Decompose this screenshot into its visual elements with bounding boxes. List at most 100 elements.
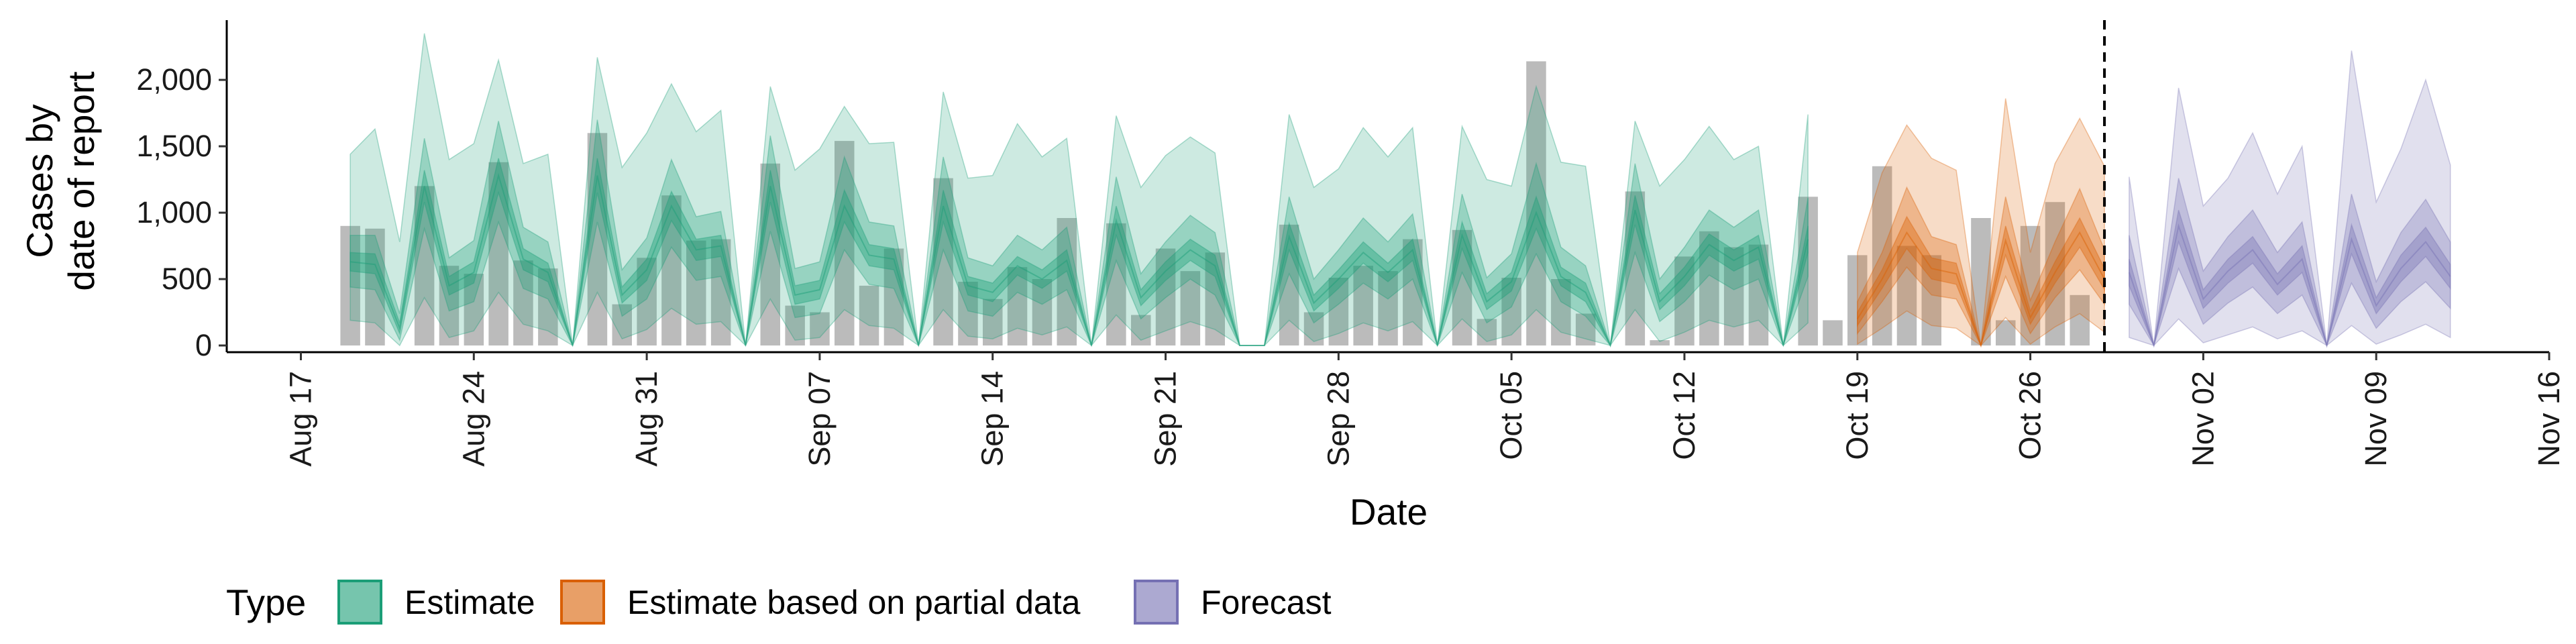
ribbon-20-estimate [350, 158, 1809, 347]
observed-bar [1971, 218, 1991, 345]
observed-bar [785, 305, 805, 345]
observed-bar [587, 133, 608, 346]
ribbon-90-forecast [2129, 50, 2451, 346]
y-axis-title: Cases by date of report [19, 71, 102, 290]
observed-bar [1106, 223, 1126, 345]
observed-bar [1674, 256, 1695, 345]
observed-bar [686, 240, 706, 345]
observed-bar [513, 260, 533, 345]
observed-bar [1872, 166, 1892, 346]
legend-key-forecast [1134, 580, 1179, 625]
observed-bar [1748, 244, 1769, 345]
median-line-estimate [350, 172, 1809, 348]
observed-bar [1921, 255, 1941, 345]
observed-bar [1798, 197, 1818, 345]
legend-key-partial [560, 580, 605, 625]
observed-bar [414, 186, 435, 345]
observed-bar [538, 268, 558, 345]
observed-bar [1353, 266, 1373, 345]
observed-bar [760, 163, 780, 346]
median-line-partial [1856, 231, 2105, 348]
observed-bar [1699, 231, 1719, 345]
observed-bar [1551, 279, 1571, 345]
observed-bar [1996, 320, 2016, 345]
observed-bar [2045, 202, 2065, 345]
observed-bar [1007, 267, 1028, 345]
observed-bar [1847, 255, 1868, 345]
median-line-forecast [2128, 223, 2451, 348]
x-tick-label: Oct 12 [1667, 371, 1701, 460]
y-tick-label: 2,000 [136, 62, 212, 97]
observed-bar [1303, 312, 1324, 345]
ribbon-20-partial [1857, 215, 2105, 347]
y-tick-label: 0 [195, 328, 212, 362]
observed-bar [488, 162, 508, 346]
axes: 0 500 1,000 1,500 2,000 Aug 17 Aug 24 Aug 31 Sep… [136, 20, 2566, 467]
observed-bar [612, 304, 632, 345]
observed-bar [810, 312, 830, 345]
observed-bar [883, 248, 904, 345]
legend-key-estimate [337, 580, 382, 625]
observed-bar [1131, 315, 1151, 345]
ribbon-90-estimate [350, 33, 1809, 347]
observed-bar [1279, 224, 1299, 345]
observed-bar [1403, 239, 1423, 345]
observed-bar [1625, 191, 1646, 345]
x-tick-label: Nov 16 [2532, 371, 2566, 467]
observed-bar [933, 178, 953, 345]
observed-bar [1650, 340, 1670, 345]
y-axis-title-line-1: Cases by [19, 104, 60, 258]
x-tick-label: Nov 02 [2186, 371, 2220, 467]
observed-bar [1477, 319, 1497, 345]
y-axis-title-line-2: date of report [60, 71, 102, 290]
observed-bar [983, 299, 1003, 345]
observed-bar [1526, 61, 1546, 346]
observed-bar [1823, 320, 1843, 345]
x-axis-title: Date [1350, 491, 1428, 533]
ribbon-50-partial [1857, 186, 2105, 347]
y-tick-label: 1,500 [136, 129, 212, 163]
x-tick-label: Nov 09 [2359, 371, 2393, 467]
x-tick-label: Sep 28 [1321, 371, 1355, 467]
legend-label-estimate: Estimate [405, 584, 535, 621]
observed-bar [439, 266, 460, 345]
x-tick-label: Aug 31 [629, 371, 663, 467]
x-tick-label: Oct 26 [2013, 371, 2047, 460]
observed-bar [464, 274, 484, 345]
observed-bar [365, 228, 385, 345]
x-tick-label: Aug 17 [284, 371, 318, 467]
legend-label-forecast: Forecast [1201, 584, 1332, 621]
observed-bar [1032, 279, 1053, 345]
observed-bar [1501, 278, 1521, 345]
legend-title: Type [226, 582, 306, 623]
observed-bar [637, 258, 657, 345]
x-tick-label: Oct 05 [1494, 371, 1528, 460]
observed-bar [1205, 252, 1225, 345]
legend-label-partial: Estimate based on partial data [627, 584, 1081, 621]
observed-bar [958, 282, 978, 345]
ribbon-50-forecast [2129, 178, 2451, 347]
x-tick-label: Aug 24 [456, 371, 490, 467]
y-tick-label: 1,000 [136, 195, 212, 229]
observed-bar [2020, 225, 2041, 345]
y-tick-label: 500 [162, 262, 212, 296]
x-tick-label: Sep 14 [975, 371, 1010, 467]
observed-bar [859, 285, 879, 345]
observed-bar [1378, 271, 1398, 345]
observed-bar [710, 239, 731, 345]
observed-bar [2070, 294, 2090, 345]
observed-bar [1328, 278, 1349, 345]
x-tick-label: Sep 21 [1148, 371, 1183, 467]
observed-bar [340, 225, 360, 345]
x-tick-label: Oct 19 [1840, 371, 1874, 460]
observed-bar [1155, 248, 1176, 345]
observed-bar [1723, 247, 1744, 345]
x-tick-label: Sep 07 [802, 371, 837, 467]
legend: Type Estimate Estimate based on partial … [226, 580, 1332, 625]
observed-bar [1057, 218, 1077, 345]
plot-area [340, 20, 2451, 352]
observed-bar [1180, 271, 1201, 345]
ribbon-50-estimate [350, 119, 1809, 347]
observed-bar [1452, 229, 1472, 345]
